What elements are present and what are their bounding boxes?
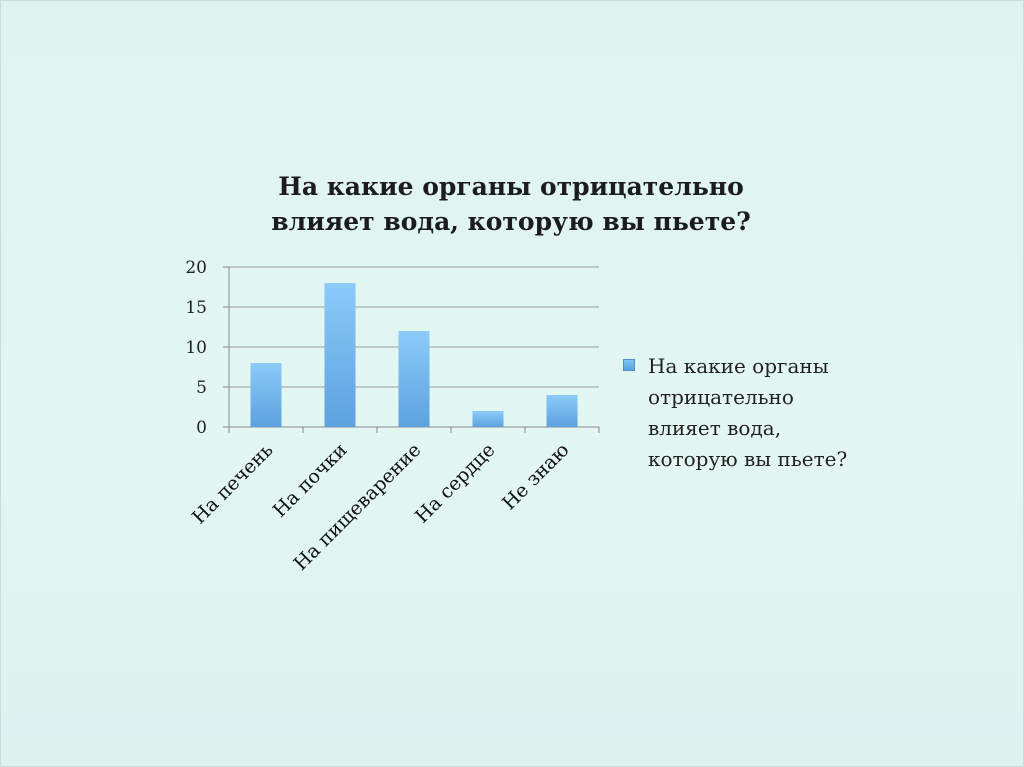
bar bbox=[324, 283, 356, 427]
y-tick-label: 0 bbox=[196, 418, 207, 438]
bar bbox=[398, 331, 430, 427]
bar bbox=[472, 411, 504, 427]
y-tick-label: 5 bbox=[196, 378, 207, 398]
chart-title: На какие органы отрицательно влияет вода… bbox=[181, 169, 841, 239]
y-tick-label: 20 bbox=[185, 258, 207, 278]
bar bbox=[250, 363, 282, 427]
legend-label: На какие органы отрицательно влияет вода… bbox=[648, 354, 848, 471]
legend-color-key bbox=[623, 359, 635, 371]
chart-title-line-1: На какие органы отрицательно bbox=[278, 172, 744, 201]
category-label: На печень bbox=[188, 439, 278, 529]
y-tick-label: 15 bbox=[185, 298, 207, 318]
bar bbox=[546, 395, 578, 427]
category-label: На пищеварение bbox=[290, 439, 426, 575]
chart-legend: На какие органы отрицательно влияет вода… bbox=[623, 351, 853, 475]
y-tick-label: 10 bbox=[185, 338, 207, 358]
chart-title-line-2: влияет вода, которую вы пьете? bbox=[271, 207, 751, 236]
category-label: Не знаю bbox=[498, 439, 573, 514]
category-label: На сердце bbox=[411, 439, 499, 527]
